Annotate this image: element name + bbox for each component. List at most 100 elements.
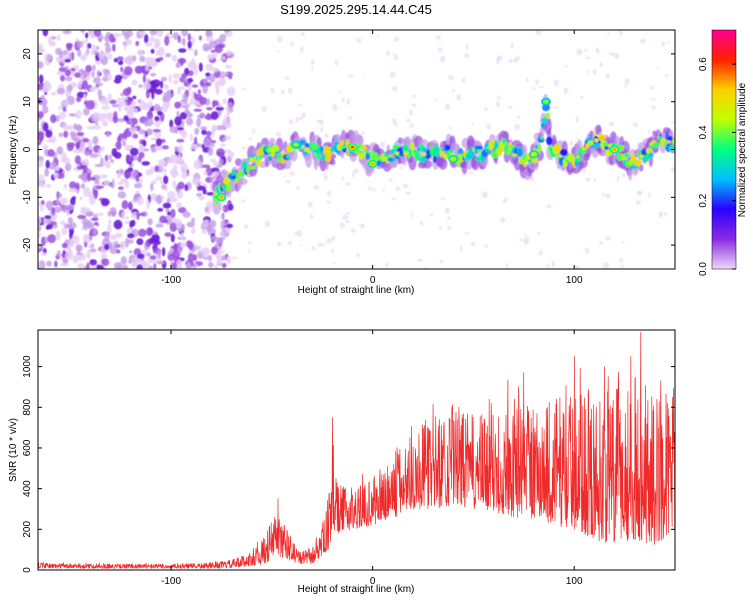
snr-frame — [37, 329, 676, 571]
hotspot-core — [219, 196, 223, 199]
ridge-sparkle — [503, 142, 508, 146]
noise-speckle — [131, 79, 138, 86]
noise-speckle — [251, 128, 255, 135]
noise-speckle — [640, 38, 646, 44]
ridge-core — [665, 132, 669, 141]
ridge-core — [316, 153, 321, 161]
snr-marks — [38, 331, 675, 569]
ridge-sparkle — [594, 138, 599, 143]
noise-speckle — [117, 181, 124, 185]
noise-speckles — [38, 30, 675, 269]
noise-speckle — [411, 211, 414, 219]
noise-speckle — [80, 54, 87, 61]
noise-speckle — [124, 237, 130, 248]
noise-speckle — [117, 136, 122, 142]
noise-speckle — [150, 72, 157, 77]
noise-speckle — [57, 106, 63, 110]
noise-speckle — [212, 100, 220, 107]
noise-speckle — [128, 201, 133, 210]
ridge-core — [225, 183, 232, 192]
noise-speckle — [533, 86, 536, 91]
ridge-sparkle — [239, 172, 246, 176]
noise-speckle — [276, 131, 281, 137]
noise-speckle — [118, 168, 122, 179]
noise-speckle — [66, 203, 75, 211]
noise-speckle — [205, 30, 212, 37]
hotspot-core — [544, 100, 548, 103]
noise-speckle — [187, 40, 192, 49]
snr-background — [38, 330, 675, 570]
ridge-sparkle — [331, 148, 336, 152]
noise-speckle — [353, 168, 360, 174]
noise-speckle — [109, 234, 117, 241]
noise-speckle — [187, 77, 194, 83]
spectrogram-x-tick-label: 100 — [566, 275, 583, 286]
noise-speckle — [153, 103, 161, 112]
noise-speckle — [123, 66, 133, 76]
noise-speckle — [142, 74, 147, 84]
noise-speckle — [203, 249, 209, 259]
noise-speckle — [38, 179, 44, 188]
noise-speckle — [359, 223, 366, 229]
noise-speckle — [270, 87, 275, 94]
noise-speckle — [54, 260, 58, 268]
noise-speckle — [130, 106, 135, 113]
noise-speckle — [101, 258, 110, 267]
noise-speckle — [193, 254, 198, 262]
noise-speckle — [224, 135, 231, 141]
noise-speckle — [647, 129, 651, 134]
ridge-halo — [358, 135, 363, 145]
noise-speckle — [379, 141, 386, 148]
noise-speckle — [62, 50, 69, 55]
noise-speckle — [223, 114, 229, 118]
noise-speckle — [356, 37, 362, 44]
noise-speckle — [136, 211, 140, 221]
noise-speckle — [81, 183, 86, 189]
noise-speckle — [97, 82, 104, 86]
noise-speckle — [87, 125, 95, 130]
noise-speckle — [619, 258, 624, 263]
noise-speckle — [538, 86, 544, 89]
noise-speckle — [582, 167, 586, 174]
noise-speckle — [288, 119, 294, 125]
noise-speckle — [138, 129, 146, 135]
noise-speckle — [331, 235, 336, 242]
ridge-core — [408, 149, 413, 157]
noise-speckle — [113, 78, 122, 84]
noise-speckle — [92, 136, 99, 145]
noise-speckle — [226, 108, 231, 116]
ridge-sparkle — [585, 143, 590, 149]
hotspot-core — [451, 157, 455, 161]
noise-speckle — [104, 35, 111, 43]
noise-speckle — [395, 124, 399, 127]
ridge-core — [579, 149, 587, 155]
noise-speckle — [80, 30, 85, 33]
noise-speckle — [546, 204, 552, 209]
noise-speckle — [539, 249, 543, 256]
noise-speckle — [136, 196, 144, 206]
ridge-core — [361, 145, 367, 151]
noise-speckle — [160, 80, 164, 89]
noise-speckle — [79, 196, 84, 201]
noise-speckle — [68, 113, 76, 117]
noise-speckle — [67, 144, 74, 152]
noise-speckle — [48, 162, 58, 170]
noise-speckle — [88, 192, 94, 199]
noise-speckle — [53, 206, 62, 213]
noise-speckle — [57, 193, 63, 198]
noise-speckle — [108, 154, 112, 160]
noise-speckle — [146, 252, 152, 257]
spectrogram-y-label: Frequency (Hz) — [8, 116, 19, 185]
noise-speckle — [187, 47, 194, 51]
noise-speckle — [300, 244, 303, 247]
noise-speckle — [56, 70, 64, 76]
noise-speckle — [584, 56, 591, 59]
noise-speckle — [226, 223, 233, 229]
noise-speckle — [128, 259, 132, 264]
noise-speckle — [334, 59, 338, 66]
noise-speckle — [205, 36, 214, 42]
noise-speckle — [393, 36, 399, 42]
noise-speckle — [317, 242, 323, 247]
noise-speckle — [88, 196, 96, 205]
noise-speckle — [224, 107, 230, 110]
